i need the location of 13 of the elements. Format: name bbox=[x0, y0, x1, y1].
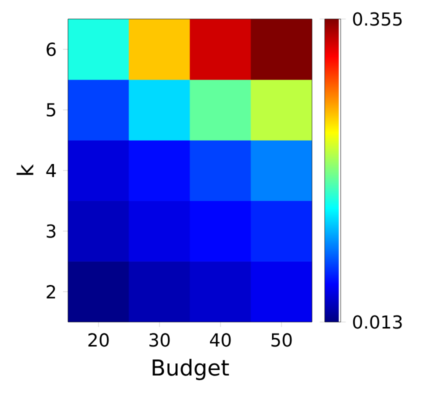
x-axis-title: Budget bbox=[152, 358, 229, 380]
x-tick-label: 50 bbox=[271, 333, 292, 347]
y-tick-label: 2 bbox=[46, 285, 56, 298]
y-tick-label: 3 bbox=[46, 224, 56, 238]
x-tick-label: 40 bbox=[210, 333, 231, 347]
x-tick-label: 30 bbox=[149, 333, 170, 347]
color-bar-label: 0.355 bbox=[353, 12, 402, 26]
y-axis-title: k bbox=[16, 164, 34, 175]
x-tick-label: 20 bbox=[88, 333, 109, 347]
y-tick-label: 6 bbox=[46, 42, 56, 56]
color-bar-label: 0.013 bbox=[353, 315, 402, 329]
y-tick-label: 5 bbox=[46, 103, 56, 117]
y-tick-label: 4 bbox=[46, 164, 56, 178]
